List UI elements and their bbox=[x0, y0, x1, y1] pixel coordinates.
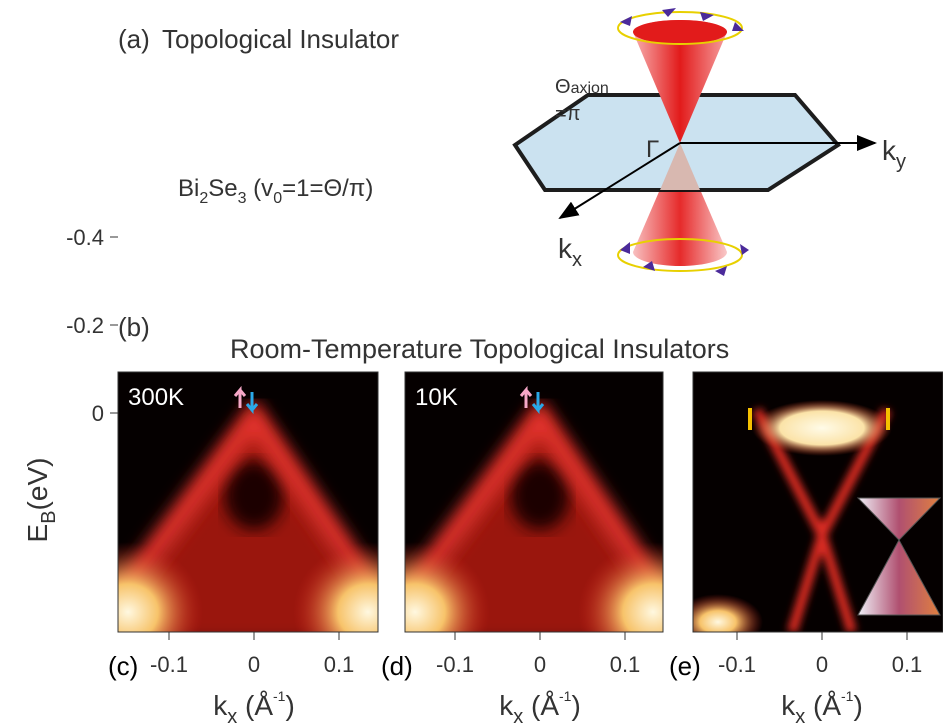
x-axis-label: kx (Å-1) bbox=[499, 688, 581, 727]
x-axis-label: kx (Å-1) bbox=[781, 688, 863, 727]
x-axis-label-part: k bbox=[781, 690, 796, 721]
x-tick-label: 0.1 bbox=[324, 652, 355, 677]
x-tick-label: 0 bbox=[534, 652, 546, 677]
y-tick-label: 0 bbox=[92, 401, 104, 426]
spin-up bbox=[233, 385, 247, 408]
x-axis-label-part: ) bbox=[853, 690, 862, 721]
panel-title: Room-Temperature Topological Insulators bbox=[230, 334, 729, 364]
spin-arrows bbox=[748, 408, 890, 430]
frame bbox=[117, 371, 379, 633]
x-axis-label-part: k bbox=[499, 690, 514, 721]
x-tick-label: 0.1 bbox=[610, 652, 641, 677]
x-tick-label: -0.1 bbox=[150, 652, 188, 677]
panel-title: Topological Insulator bbox=[162, 24, 399, 54]
kx-label: kx bbox=[558, 233, 582, 271]
glow bbox=[405, 542, 490, 632]
x-tick-label: 0 bbox=[816, 652, 828, 677]
temperature: 300K bbox=[128, 384, 184, 411]
x-axis-label-part: k bbox=[213, 690, 228, 721]
glow bbox=[293, 542, 378, 632]
y-tick-label: -0.2 bbox=[66, 313, 104, 338]
x-tick-label: 0 bbox=[248, 652, 260, 677]
panel-label: (c) bbox=[108, 651, 138, 681]
x-tick-label: 0.1 bbox=[892, 652, 923, 677]
gamma-label: Γ bbox=[646, 136, 659, 163]
x-axis-label-part: x bbox=[513, 706, 523, 727]
x-axis-label-part: -1 bbox=[841, 688, 854, 704]
ky-label: ky bbox=[882, 135, 906, 173]
band bbox=[752, 407, 892, 632]
arpes-map bbox=[118, 372, 378, 632]
glow bbox=[578, 542, 663, 632]
x-axis-label-part: ) bbox=[285, 690, 294, 721]
spin-down bbox=[245, 392, 259, 415]
y-tick-label: -0.4 bbox=[66, 225, 104, 250]
dark-core bbox=[510, 460, 570, 530]
x-axis-label-part: x bbox=[227, 706, 237, 727]
frame bbox=[692, 371, 943, 633]
x-tick-label: -0.1 bbox=[436, 652, 474, 677]
glow bbox=[118, 542, 203, 632]
glow bbox=[693, 594, 763, 632]
panel-label: (a) bbox=[118, 24, 150, 54]
x-tick-label: -0.1 bbox=[718, 652, 756, 677]
theta-label: Θaxion bbox=[555, 76, 609, 98]
x-axis-label: kx (Å-1) bbox=[213, 688, 295, 727]
temperature: 10K bbox=[415, 384, 458, 411]
x-axis-label-part: x bbox=[795, 706, 805, 727]
y-axis-label: EB(eV) bbox=[22, 458, 60, 543]
spin-up bbox=[519, 385, 533, 408]
theta-value: =π bbox=[555, 103, 580, 125]
x-axis-label-part: -1 bbox=[559, 688, 572, 704]
panel-label: (e) bbox=[669, 651, 701, 681]
x-axis-label-part: ) bbox=[571, 690, 580, 721]
dark-core bbox=[224, 460, 284, 530]
x-axis-label-part: (Å bbox=[237, 690, 273, 721]
inset-cone bbox=[856, 497, 942, 616]
dirac-cone-diagram bbox=[512, 8, 877, 276]
panel-label: (d) bbox=[381, 651, 413, 681]
surface-state bbox=[752, 400, 892, 456]
x-axis-label-part: (Å bbox=[523, 690, 559, 721]
frame bbox=[404, 371, 664, 633]
spin-down bbox=[531, 392, 545, 415]
arpes-map bbox=[405, 372, 663, 632]
x-axis-label-part: -1 bbox=[273, 688, 286, 704]
formula: Bi2Se3 (v0=1=Θ/π) bbox=[178, 175, 373, 207]
panel-label: (b) bbox=[118, 312, 150, 342]
x-axis-label-part: (Å bbox=[805, 690, 841, 721]
